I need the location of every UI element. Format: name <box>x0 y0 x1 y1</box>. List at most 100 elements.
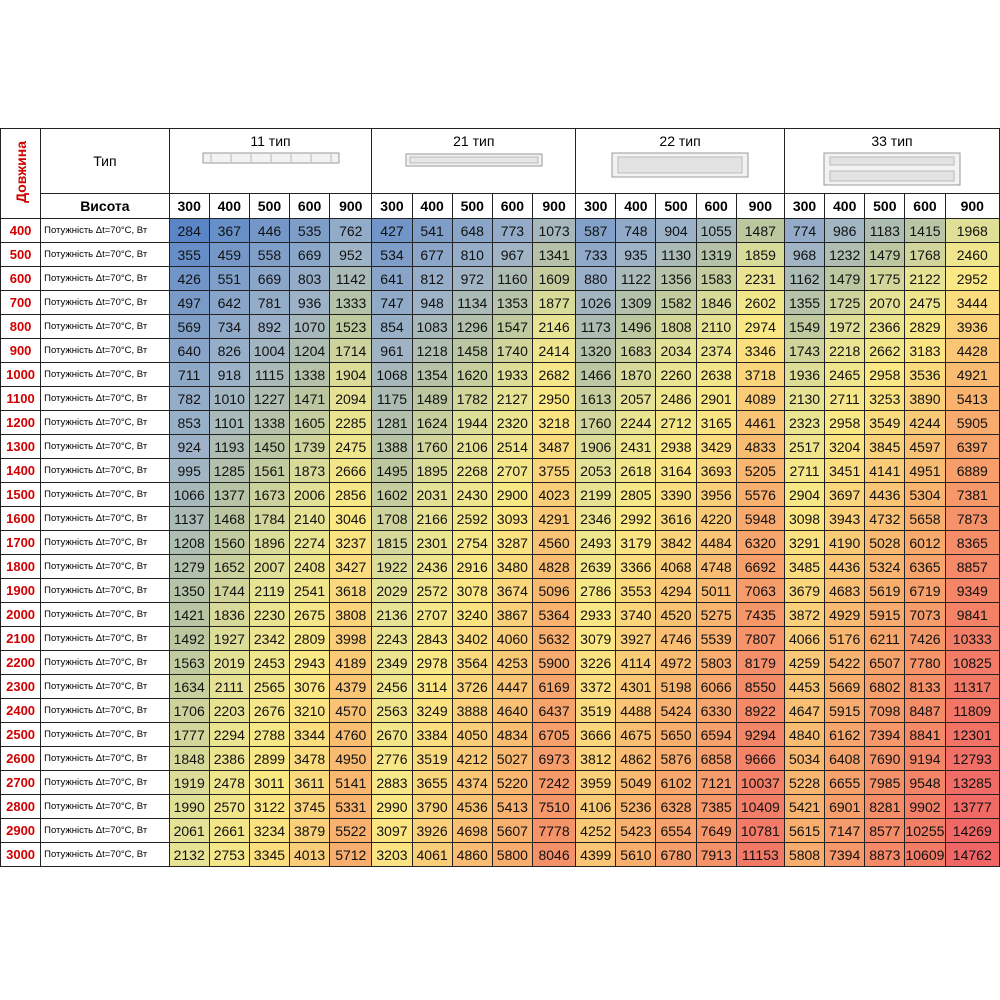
power-value: 1859 <box>735 242 785 267</box>
length-value: 1700 <box>0 530 42 555</box>
power-value: 1634 <box>168 674 210 699</box>
power-value: 11317 <box>944 674 1000 699</box>
power-value: 4374 <box>451 770 493 795</box>
power-value: 4141 <box>864 458 906 483</box>
power-value: 2707 <box>411 602 453 627</box>
power-value: 2243 <box>371 626 413 651</box>
length-value: 1000 <box>0 362 42 387</box>
table-row: 2600 Потужність Δt=70°С, Вт 1848 2386 2899 34… <box>0 746 1000 771</box>
power-value: 6889 <box>944 458 1000 483</box>
power-value: 1815 <box>371 530 413 555</box>
length-value: 2800 <box>0 794 42 819</box>
power-value: 1055 <box>695 218 737 243</box>
power-value: 3564 <box>451 650 493 675</box>
row-label: Потужність Δt=70°С, Вт <box>40 626 170 651</box>
height-value: 300 <box>371 193 413 219</box>
power-value: 2094 <box>329 386 373 411</box>
power-value: 7394 <box>864 722 906 747</box>
power-value: 2244 <box>615 410 657 435</box>
row-label: Потужність Δt=70°С, Вт <box>40 386 170 411</box>
power-value: 3240 <box>451 602 493 627</box>
power-value: 6162 <box>824 722 866 747</box>
power-value: 2465 <box>824 362 866 387</box>
power-value: 1602 <box>371 482 413 507</box>
power-value: 8873 <box>864 842 906 867</box>
table-row: 2100 Потужність Δt=70°С, Вт 1492 1927 2342 28… <box>0 626 1000 651</box>
power-value: 3519 <box>575 698 617 723</box>
power-value: 459 <box>208 242 250 267</box>
power-value: 2592 <box>451 506 493 531</box>
table-row: 1300 Потужність Δt=70°С, Вт 924 1193 1450 173… <box>0 434 1000 459</box>
table-row: 800 Потужність Δt=70°С, Вт 569 734 892 1070 15… <box>0 314 1000 339</box>
power-value: 2414 <box>531 338 577 363</box>
power-value: 810 <box>451 242 493 267</box>
power-value: 367 <box>208 218 250 243</box>
table-row: 2700 Потужність Δt=70°С, Вт 1919 2478 3011 36… <box>0 770 1000 795</box>
power-value: 3165 <box>695 410 737 435</box>
power-value: 1848 <box>168 746 210 771</box>
power-value: 3485 <box>783 554 826 579</box>
power-value: 3164 <box>655 458 697 483</box>
height-value: 900 <box>531 193 577 219</box>
table-row: 1800 Потужність Δt=70°С, Вт 1279 1652 2007 24… <box>0 554 1000 579</box>
power-value: 1066 <box>168 482 210 507</box>
power-value: 640 <box>168 338 210 363</box>
power-value: 10609 <box>904 842 946 867</box>
height-value: 300 <box>168 193 210 219</box>
power-value: 551 <box>208 266 250 291</box>
power-value: 3218 <box>531 410 577 435</box>
power-value: 2034 <box>655 338 697 363</box>
power-value: 2475 <box>904 290 946 315</box>
power-value: 5632 <box>531 626 577 651</box>
power-value: 1355 <box>783 290 826 315</box>
power-value: 5364 <box>531 602 577 627</box>
power-value: 5900 <box>531 650 577 675</box>
power-value: 3740 <box>615 602 657 627</box>
table-row: 1400 Потужність Δt=70°С, Вт 995 1285 1561 187… <box>0 458 1000 483</box>
power-value: 5331 <box>329 794 373 819</box>
power-value: 1162 <box>783 266 826 291</box>
power-value: 4212 <box>451 746 493 771</box>
power-value: 4597 <box>904 434 946 459</box>
table-row: 1200 Потужність Δt=70°С, Вт 853 1101 1338 160… <box>0 410 1000 435</box>
power-value: 7394 <box>824 842 866 867</box>
power-value: 2786 <box>575 578 617 603</box>
power-value: 3429 <box>695 434 737 459</box>
power-value: 2712 <box>655 410 697 435</box>
row-label: Потужність Δt=70°С, Вт <box>40 434 170 459</box>
power-value: 1073 <box>531 218 577 243</box>
power-value: 5421 <box>783 794 826 819</box>
power-value: 2916 <box>451 554 493 579</box>
power-value: 3427 <box>329 554 373 579</box>
power-value: 3666 <box>575 722 617 747</box>
power-value: 3936 <box>944 314 1000 339</box>
power-value: 3344 <box>289 722 331 747</box>
power-value: 1309 <box>615 290 657 315</box>
power-value: 4760 <box>329 722 373 747</box>
power-value: 2475 <box>329 434 373 459</box>
power-value: 1492 <box>168 626 210 651</box>
power-value: 446 <box>248 218 291 243</box>
power-value: 4291 <box>531 506 577 531</box>
power-value: 6328 <box>655 794 697 819</box>
length-value: 800 <box>0 314 42 339</box>
power-value: 3210 <box>289 698 331 723</box>
power-value: 1142 <box>329 266 373 291</box>
row-label: Потужність Δt=70°С, Вт <box>40 362 170 387</box>
power-value: 4746 <box>655 626 697 651</box>
row-label: Потужність Δt=70°С, Вт <box>40 218 170 243</box>
group-name: 33 тип <box>871 133 913 149</box>
power-value: 2904 <box>783 482 826 507</box>
power-value: 2776 <box>371 746 413 771</box>
power-value: 669 <box>289 242 331 267</box>
power-value: 3237 <box>329 530 373 555</box>
power-value: 3179 <box>615 530 657 555</box>
length-value: 2300 <box>0 674 42 699</box>
power-value: 497 <box>168 290 210 315</box>
power-value: 1319 <box>695 242 737 267</box>
power-value: 1582 <box>655 290 697 315</box>
power-value: 6102 <box>655 770 697 795</box>
table-row: 2500 Потужність Δt=70°С, Вт 1777 2294 2788 33… <box>0 722 1000 747</box>
power-value: 5669 <box>824 674 866 699</box>
power-value: 4060 <box>491 626 533 651</box>
